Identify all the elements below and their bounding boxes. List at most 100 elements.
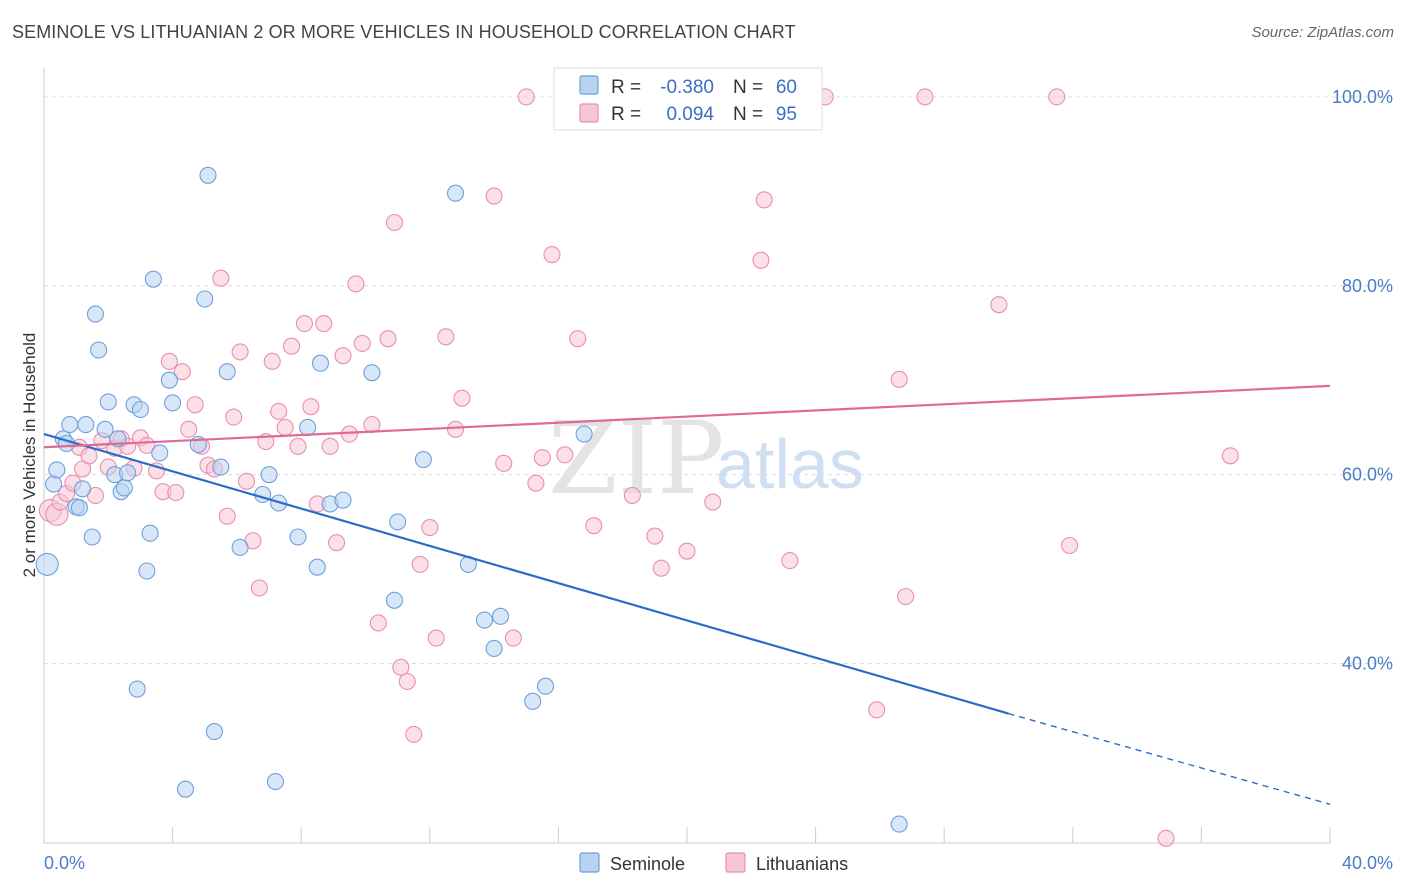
point-seminole: [266, 773, 285, 791]
point-seminole: [260, 466, 278, 484]
point-lithuanians: [353, 334, 371, 352]
trend-line-lithuanians: [43, 384, 1331, 449]
point-seminole: [389, 513, 407, 531]
point-seminole: [138, 562, 156, 580]
point-seminole: [890, 815, 908, 833]
point-lithuanians: [1157, 829, 1175, 847]
point-lithuanians: [363, 416, 381, 434]
point-lithuanians: [315, 315, 333, 333]
legend-n-value-seminole: 60: [776, 77, 797, 98]
point-lithuanians: [916, 88, 934, 106]
point-seminole: [196, 290, 214, 308]
y-tick-label: 60.0%: [1342, 465, 1393, 485]
point-seminole: [70, 499, 88, 517]
point-seminole: [575, 425, 593, 443]
point-seminole: [151, 444, 169, 462]
point-lithuanians: [80, 447, 98, 465]
point-seminole: [45, 475, 63, 493]
point-seminole: [212, 458, 230, 476]
legend-box: [553, 67, 823, 131]
axes: [43, 68, 1331, 844]
point-lithuanians: [186, 396, 204, 414]
point-lithuanians: [392, 658, 410, 676]
point-lithuanians: [334, 347, 352, 365]
point-lithuanians: [623, 486, 641, 504]
legend-r-value-seminole: -0.380: [660, 77, 714, 98]
point-lithuanians: [517, 88, 535, 106]
point-lithuanians: [781, 552, 799, 570]
point-seminole: [524, 692, 542, 710]
point-seminole: [96, 420, 114, 438]
bottom-legend-swatch-seminole: [579, 852, 600, 873]
point-seminole: [131, 400, 149, 419]
point-lithuanians: [646, 527, 664, 545]
point-seminole: [308, 558, 326, 576]
point-seminole: [86, 305, 104, 323]
point-lithuanians: [302, 398, 320, 416]
y-tick-labels: 40.0% 60.0% 80.0% 100.0%: [1332, 87, 1393, 674]
point-lithuanians: [585, 517, 603, 535]
point-lithuanians: [504, 629, 522, 647]
bottom-legend-lithuanians: Lithuanians: [756, 854, 848, 874]
point-seminole: [141, 524, 159, 542]
source-label: Source: ZipAtlas.com: [1251, 24, 1394, 41]
legend-n-label-seminole: N =: [733, 77, 763, 98]
legend-n-value-lithuanians: 95: [776, 104, 797, 125]
point-seminole: [176, 780, 195, 798]
point-lithuanians: [218, 507, 236, 525]
point-seminole: [83, 528, 101, 546]
point-lithuanians: [283, 337, 301, 355]
point-lithuanians: [485, 187, 503, 205]
point-lithuanians: [160, 352, 178, 370]
point-lithuanians: [398, 672, 416, 691]
point-lithuanians: [180, 420, 198, 438]
point-lithuanians: [527, 474, 545, 492]
point-lithuanians: [569, 330, 587, 348]
point-lithuanians: [868, 701, 886, 719]
point-seminole: [385, 591, 403, 609]
point-lithuanians: [421, 519, 439, 537]
point-seminole: [231, 538, 249, 556]
point-lithuanians: [289, 437, 307, 455]
trend-line-seminole: [43, 432, 1009, 715]
legend-r-label-lithuanians: R =: [611, 104, 641, 125]
trend-line-seminole-extension: [1008, 712, 1331, 805]
point-seminole: [115, 479, 133, 497]
bottom-legend-swatch-lithuanians: [725, 852, 746, 873]
point-seminole: [61, 416, 79, 434]
point-seminole: [199, 166, 217, 184]
point-seminole: [90, 341, 108, 359]
point-lithuanians: [347, 275, 365, 293]
point-lithuanians: [533, 449, 551, 467]
point-lithuanians: [755, 191, 773, 209]
chart-title: SEMINOLE VS LITHUANIAN 2 OR MORE VEHICLE…: [12, 22, 796, 42]
point-lithuanians: [173, 363, 191, 381]
point-seminole: [475, 611, 494, 629]
point-seminole: [35, 552, 59, 576]
point-lithuanians: [427, 629, 445, 647]
point-seminole: [446, 184, 465, 202]
watermark-atlas: atlas: [716, 425, 864, 503]
point-lithuanians: [212, 269, 230, 287]
bottom-legend-seminole: Seminole: [610, 854, 685, 874]
point-lithuanians: [295, 315, 313, 333]
point-seminole: [536, 677, 555, 695]
point-lithuanians: [1061, 536, 1079, 555]
point-lithuanians: [237, 472, 256, 490]
point-lithuanians: [321, 437, 339, 455]
y-axis-title: 2 or more Vehicles in Household: [20, 333, 39, 578]
point-lithuanians: [379, 330, 397, 348]
y-tick-label: 100.0%: [1332, 87, 1393, 107]
point-lithuanians: [453, 389, 471, 407]
point-lithuanians: [556, 446, 574, 464]
grid-lines: [44, 96, 1393, 665]
point-lithuanians: [328, 534, 346, 552]
legend-r-label-seminole: R =: [611, 77, 641, 98]
point-seminole: [289, 528, 307, 546]
x-tick-label-max: 40.0%: [1342, 853, 1393, 873]
point-lithuanians: [437, 328, 455, 346]
point-lithuanians: [446, 420, 465, 438]
point-lithuanians: [369, 614, 387, 632]
y-tick-label: 80.0%: [1342, 276, 1393, 296]
